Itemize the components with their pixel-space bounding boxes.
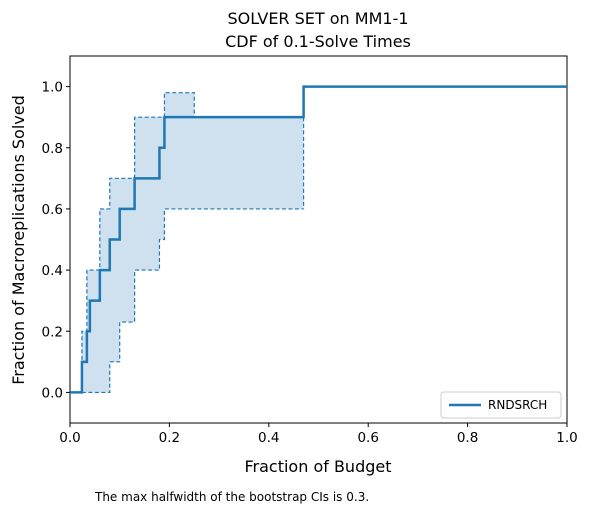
y-tick-label: 0.2: [42, 324, 63, 340]
y-tick-label: 0.4: [42, 263, 63, 279]
ci-band-fill: [81, 92, 304, 393]
ci-upper-bound: [81, 92, 305, 393]
series-layer: [70, 85, 567, 394]
axes: [69, 55, 568, 424]
footnote: The max halfwidth of the bootstrap CIs i…: [94, 490, 369, 504]
x-tick-label: 0.8: [457, 430, 478, 446]
confidence-band: [81, 92, 305, 394]
legend-box: [440, 391, 562, 419]
x-axis-label: Fraction of Budget: [244, 457, 391, 476]
y-axis-label: Fraction of Macroreplications Solved: [9, 95, 28, 385]
y-tick-label: 0.8: [42, 141, 63, 157]
ci-lower-bound: [81, 208, 304, 394]
x-tick-label: 0.0: [59, 430, 80, 446]
legend: RNDSRCH: [440, 391, 562, 419]
series-line-rndsrch: [70, 85, 567, 394]
chart-title-line-1: SOLVER SET on MM1-1: [227, 9, 408, 28]
chart-title-line-2: CDF of 0.1-Solve Times: [225, 32, 411, 51]
x-tick-label: 0.2: [159, 430, 180, 446]
plot-frame: [69, 55, 568, 424]
y-tick-label: 1.0: [42, 80, 63, 96]
x-ticks: 0.0 0.2 0.4 0.6 0.8 1.0: [59, 423, 578, 446]
y-tick-label: 0.6: [42, 202, 63, 218]
x-tick-label: 0.4: [258, 430, 279, 446]
legend-label-rndsrch: RNDSRCH: [488, 398, 547, 412]
y-tick-label: 0.0: [42, 385, 63, 401]
x-tick-label: 1.0: [556, 430, 577, 446]
y-ticks: 0.0 0.2 0.4 0.6 0.8 1.0: [42, 80, 70, 401]
x-tick-label: 0.6: [357, 430, 378, 446]
